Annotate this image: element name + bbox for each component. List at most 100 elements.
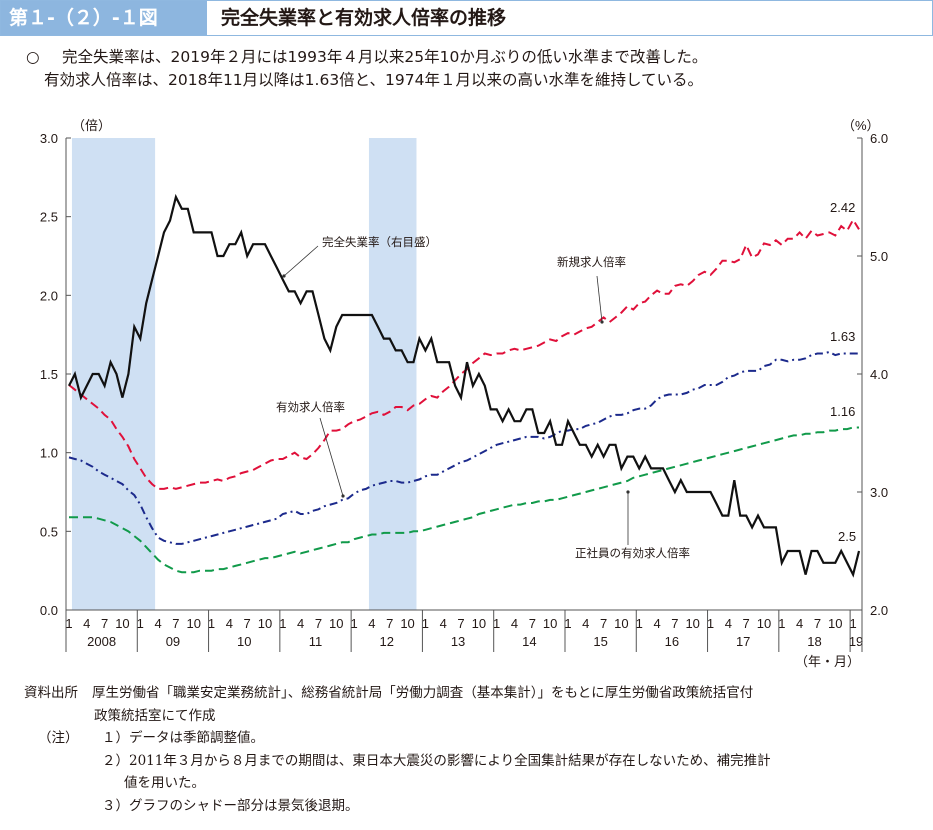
right-tick-label: 2.0 [870,603,888,618]
month-tick-label: 7 [600,616,607,631]
month-tick-label: 4 [226,616,233,631]
right-tick-label: 3.0 [870,485,888,500]
month-tick-label: 4 [83,616,90,631]
right-tick-label: 5.0 [870,249,888,264]
annotation-leader-line [283,245,319,277]
month-tick-label: 7 [529,616,536,631]
left-tick-label: 3.0 [40,131,58,146]
right-tick-label: 6.0 [870,131,888,146]
left-tick-label: 2.5 [40,210,58,225]
month-tick-label: 7 [244,616,251,631]
month-tick-label: 4 [511,616,518,631]
month-tick-label: 1 [65,616,72,631]
footer: 資料出所 厚生労働省「職業安定業務統計」、総務省統計局「労働力調査（基本集計）」を… [24,682,771,817]
end-value-label: 2.5 [838,529,856,544]
recession-shade [368,138,417,610]
month-tick-label: 10 [258,616,272,631]
left-tick-label: 0.5 [40,524,58,539]
title-bar: 第１-（２）-１図 完全失業率と有効求人倍率の推移 [0,0,933,36]
month-tick-label: 4 [796,616,803,631]
series-line-2 [68,350,859,545]
month-tick-label: 1 [849,616,856,631]
left-tick-label: 2.0 [40,288,58,303]
month-tick-label: 7 [101,616,108,631]
left-tick-label: 0.0 [40,603,58,618]
month-tick-label: 4 [582,616,589,631]
figure-title: 完全失業率と有効求人倍率の推移 [221,7,507,29]
year-label: 18 [807,634,821,649]
year-label: 14 [522,634,536,649]
year-label: 09 [166,634,180,649]
month-tick-label: 1 [208,616,215,631]
month-tick-label: 1 [636,616,643,631]
month-tick-label: 1 [778,616,785,631]
month-tick-label: 10 [828,616,842,631]
year-label: 10 [237,634,251,649]
month-tick-label: 4 [297,616,304,631]
right-axis-unit: （%） [842,118,880,133]
annotation-arrowhead [600,320,604,324]
year-label: 17 [736,634,750,649]
month-tick-label: 7 [386,616,393,631]
series-line-1 [68,217,860,490]
notes-label: （注） [38,730,79,746]
year-label: 16 [665,634,679,649]
source-text: 厚生労働省「職業安定業務統計」、総務省統計局「労働力調査（基本集計）」をもとに厚… [92,685,754,701]
month-tick-label: 4 [154,616,161,631]
year-label: 11 [309,634,323,649]
source-text-2: 政策統括室にて作成 [94,707,216,724]
month-tick-label: 7 [172,616,179,631]
figure-number: 第１-（２）-１図 [1,1,207,35]
annotation-arrowhead [282,274,286,278]
recession-shade [71,138,156,610]
month-tick-label: 7 [671,616,678,631]
month-tick-label: 10 [614,616,628,631]
series-label: 正社員の有効求人倍率 [575,546,690,560]
month-tick-label: 7 [743,616,750,631]
month-tick-label: 1 [422,616,429,631]
note-2-cont: 値を用いた。 [124,775,205,791]
year-label: 13 [451,634,465,649]
left-tick-label: 1.0 [40,446,58,461]
note-1: １）データは季節調整値。 [102,730,264,746]
note-3: ３）グラフのシャドー部分は景気後退期。 [102,797,359,814]
month-tick-label: 10 [757,616,771,631]
summary-line-2: 有効求人倍率は、2018年11月以降は1.63倍と、1974年１月以来の高い水準… [44,71,704,89]
month-tick-label: 10 [186,616,200,631]
month-tick-label: 4 [725,616,732,631]
x-axis-unit: （年・月） [795,654,860,669]
series-label: 有効求人倍率 [276,400,345,414]
end-value-label: 1.63 [830,329,855,344]
end-value-label: 1.16 [830,404,855,419]
month-tick-label: 4 [368,616,375,631]
annotation-leader-line [596,275,603,323]
series-line-3 [69,426,859,574]
bullet-circle-icon: ○ [26,48,40,66]
chart: 0.0 0.5 1.0 1.5 2.0 2.5 3.0 2.0 3.0 4.0 5.0 6.0 （倍） （… [40,118,888,669]
month-tick-label: 10 [400,616,414,631]
year-label: 19 [849,634,863,649]
month-tick-label: 1 [279,616,286,631]
month-tick-label: 10 [685,616,699,631]
source-label: 資料出所 [24,685,78,701]
summary-line-1: 完全失業率は、2019年２月には1993年４月以来25年10か月ぶりの低い水準ま… [62,48,708,66]
month-tick-label: 4 [440,616,447,631]
month-tick-label: 1 [350,616,357,631]
summary: ○ 完全失業率は、2019年２月には1993年４月以来25年10か月ぶりの低い水準… [26,46,707,92]
month-tick-label: 1 [493,616,500,631]
year-label: 12 [380,634,394,649]
note-2: ２）2011年３月から８月までの期間は、東日本大震災の影響により全国集計結果が存… [102,752,771,769]
right-tick-label: 4.0 [870,367,888,382]
month-tick-label: 10 [115,616,129,631]
annotation-arrowhead [626,490,630,494]
month-tick-label: 7 [814,616,821,631]
left-tick-label: 1.5 [40,367,58,382]
left-axis-unit: （倍） [72,118,111,133]
month-tick-label: 7 [457,616,464,631]
month-tick-label: 4 [653,616,660,631]
month-tick-label: 10 [472,616,486,631]
month-tick-label: 10 [543,616,557,631]
annotation-arrowhead [341,494,345,498]
end-value-label: 2.42 [830,200,855,215]
